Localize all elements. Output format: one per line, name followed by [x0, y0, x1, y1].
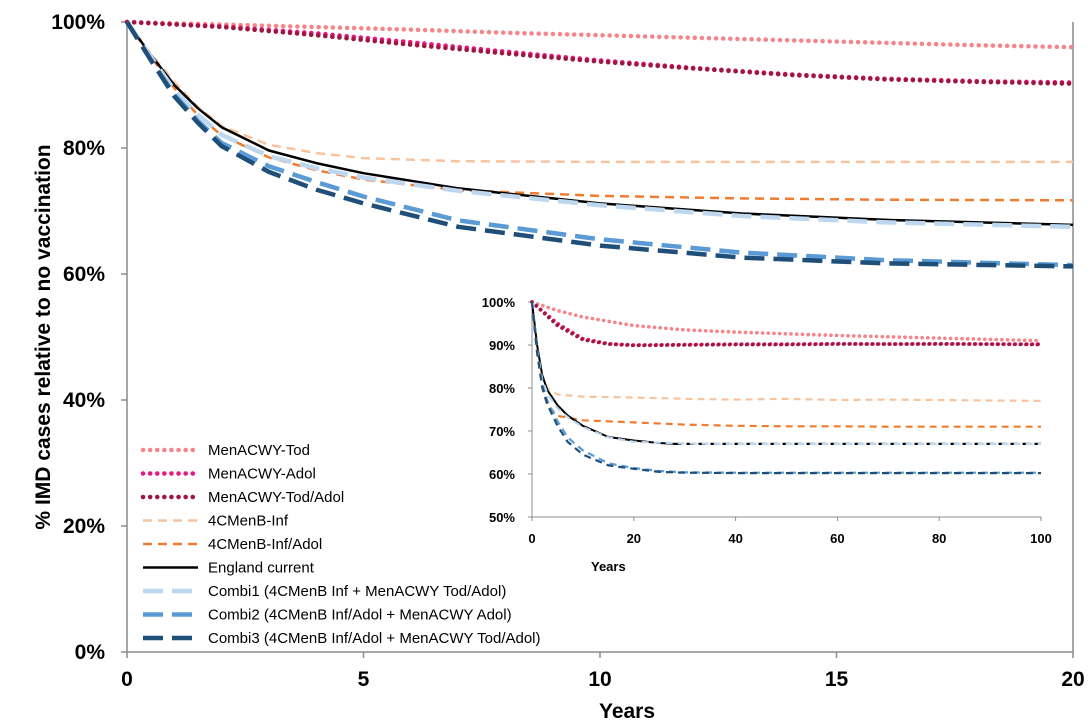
- series-line-combi3-4cmenb-inf-adol-menacwy-tod-adol: [125, 20, 1074, 269]
- y-axis-label: % IMD cases relative to no vaccination: [32, 144, 55, 529]
- x-axis-label: Years: [599, 700, 655, 722]
- inset-y-tick-label: 100%: [482, 295, 516, 310]
- inset-y-tick-label: 80%: [489, 381, 515, 396]
- legend-label-combi3-4cmenb-inf-adol-menacwy-tod-adol: Combi3 (4CMenB Inf/Adol + MenACWY Tod/Ad…: [208, 630, 541, 647]
- inset-y-tick-label: 60%: [489, 467, 515, 482]
- inset-x-tick-label: 0: [528, 531, 535, 546]
- inset-series-line-0: [530, 300, 1043, 343]
- series-line-menacwy-tod: [124, 19, 1076, 50]
- inset-series-line-4: [530, 301, 1041, 428]
- x-tick-label: 10: [588, 668, 611, 691]
- inset-y-tick-label: 90%: [489, 338, 515, 353]
- inset-y-tick-label: 50%: [489, 510, 515, 525]
- inset-x-tick-label: 60: [830, 531, 844, 546]
- inset-plot: 50% 60% 70% 80% 90% 100% 0 20 40 60 80 100 Years: [482, 295, 1052, 574]
- legend-label-england-current: England current: [208, 560, 315, 577]
- inset-x-tick-label: 20: [627, 531, 641, 546]
- series-line-4cmenb-inf: [126, 21, 1073, 164]
- inset-x-tick-label: 40: [728, 531, 742, 546]
- legend-label-combi2-4cmenb-inf-adol-menacwy-adol: Combi2 (4CMenB Inf/Adol + MenACWY Adol): [208, 607, 512, 624]
- y-tick-label: 80%: [63, 137, 105, 160]
- inset-x-axis-label: Years: [591, 559, 626, 574]
- legend-label-menacwy-tod-adol: MenACWY-Tod/Adol: [208, 489, 344, 506]
- y-tick-label: 0%: [75, 641, 106, 664]
- legend-label-4cmenb-inf-adol: 4CMenB-Inf/Adol: [208, 536, 322, 553]
- y-tick-label: 100%: [51, 11, 105, 34]
- inset-series-line-9: [530, 301, 1041, 475]
- legend-label-menacwy-tod: MenACWY-Tod: [208, 442, 310, 459]
- legend: MenACWY-Tod MenACWY-Adol MenACWY-Tod/Adol 4…: [140, 442, 541, 647]
- x-tick-label: 0: [121, 668, 133, 691]
- inset-series-line-2: [530, 300, 1043, 348]
- legend-label-menacwy-adol: MenACWY-Adol: [208, 466, 316, 483]
- inset-y-tick-label: 70%: [489, 424, 515, 439]
- series-line-combi1-4cmenb-inf-menacwy-tod-adol: [125, 20, 1074, 230]
- series-line-menacwy-tod-adol: [124, 19, 1076, 86]
- inset-x-tick-label: 100: [1030, 531, 1052, 546]
- inset-x-tick-label: 80: [932, 531, 946, 546]
- series-line-combi2-4cmenb-inf-adol-menacwy-adol: [125, 20, 1074, 268]
- x-tick-label: 20: [1061, 668, 1084, 691]
- legend-label-4cmenb-inf: 4CMenB-Inf: [208, 513, 289, 530]
- series-line-england-current: [125, 21, 1074, 227]
- series-line-4cmenb-inf-adol: [125, 21, 1074, 202]
- y-tick-label: 60%: [63, 263, 105, 286]
- inset-series-line-7: [530, 301, 1041, 445]
- y-tick-label: 20%: [63, 515, 105, 538]
- x-tick-label: 5: [358, 668, 370, 691]
- y-tick-label: 40%: [63, 389, 105, 412]
- legend-label-combi1-4cmenb-inf-menacwy-tod-adol: Combi1 (4CMenB Inf + MenACWY Tod/Adol): [208, 583, 506, 600]
- x-tick-label: 15: [825, 668, 849, 691]
